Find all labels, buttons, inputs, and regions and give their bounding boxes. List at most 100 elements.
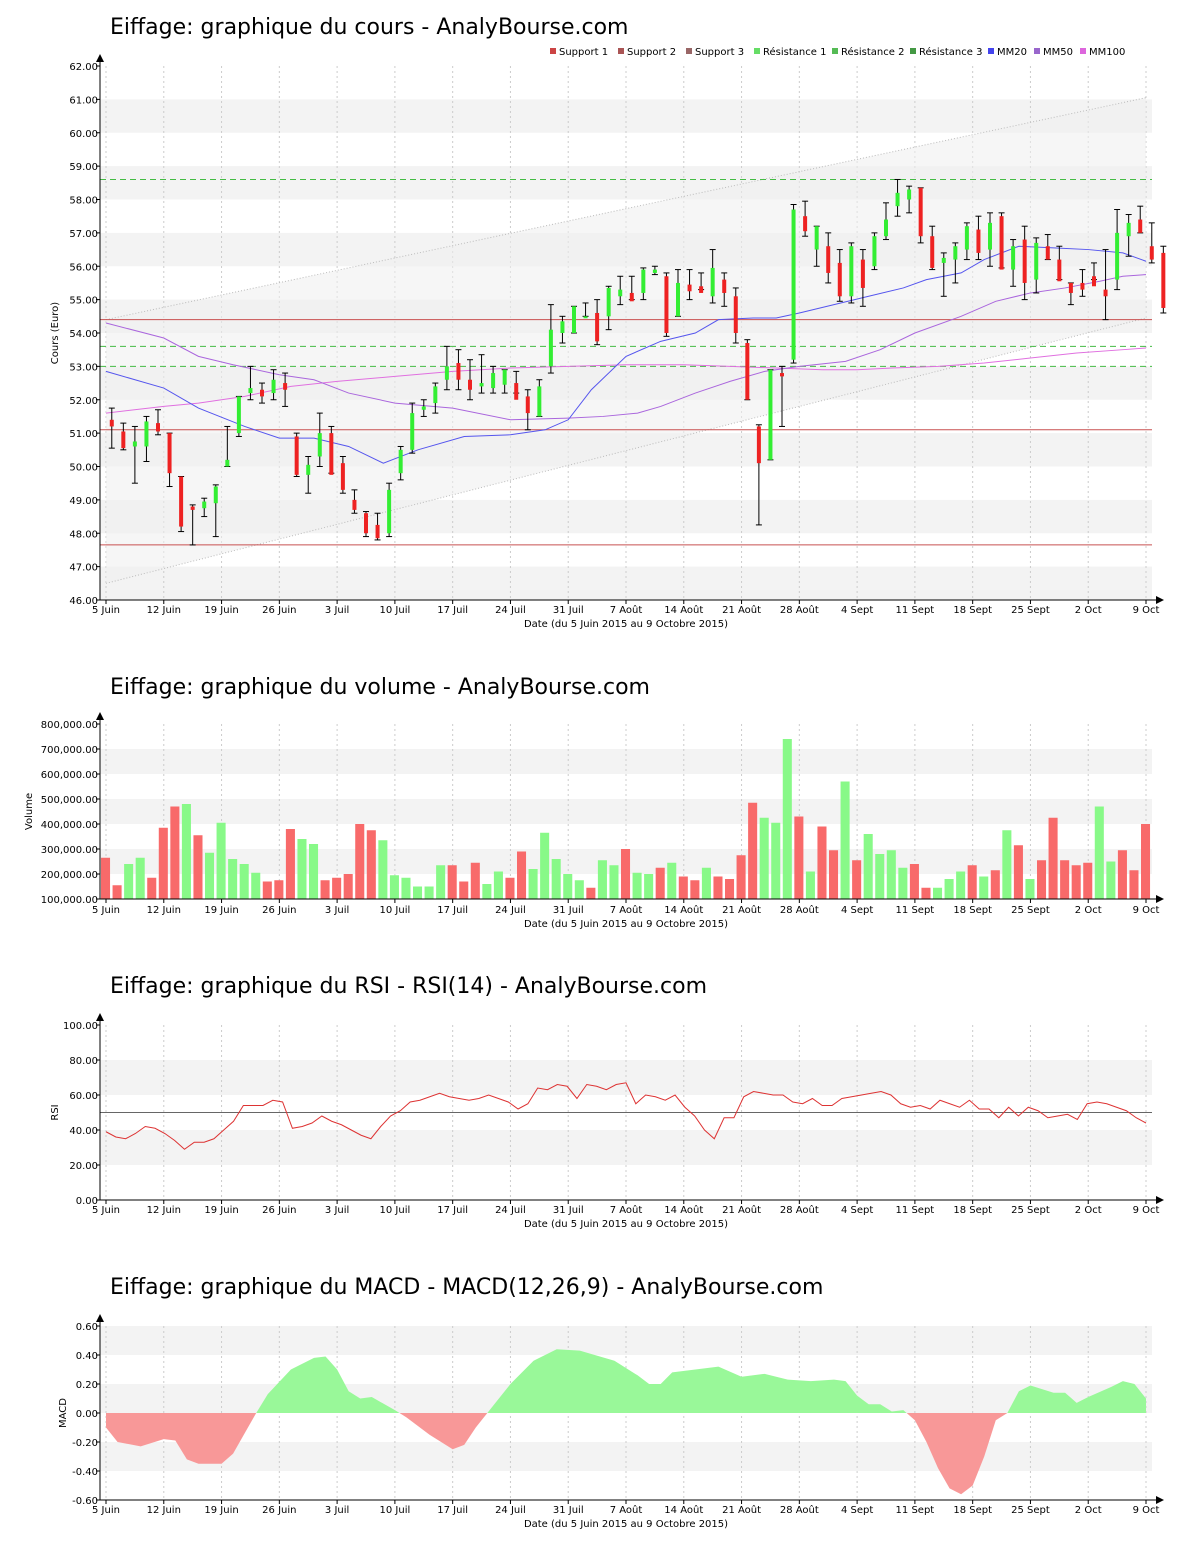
y-tick-label: 52.00	[69, 396, 98, 407]
x-tick-label: 26 Juin	[262, 905, 296, 916]
volume-bar	[621, 849, 631, 899]
candle-body	[595, 312, 600, 342]
panel-macd: Eiffage: graphique du MACD - MACD(12,26,…	[58, 1275, 1164, 1530]
volume-bar	[1129, 870, 1139, 899]
volume-bar	[205, 852, 215, 899]
y-tick-label: 0.00	[76, 1196, 98, 1207]
volume-bar	[609, 865, 619, 899]
candle	[917, 187, 924, 244]
y-axis-label: RSI	[50, 1104, 61, 1120]
legend-label: Support 1	[559, 47, 608, 58]
legend-swatch	[1034, 48, 1040, 54]
candle	[651, 265, 658, 276]
y-axis-arrow	[96, 1013, 104, 1021]
candle	[1102, 249, 1109, 321]
volume-bar	[239, 864, 249, 899]
candle	[328, 425, 335, 475]
candle-body	[1161, 252, 1166, 308]
panel-volume: Eiffage: graphique du volume - AnalyBour…	[24, 675, 1164, 930]
volume-bar	[147, 877, 157, 899]
candle	[1044, 234, 1051, 261]
candle-body	[560, 321, 565, 333]
candle-body	[699, 286, 704, 293]
volume-bar	[690, 880, 700, 899]
candle-body	[687, 284, 692, 292]
candle	[178, 476, 185, 533]
x-tick-label: 25 Sept	[1011, 1205, 1050, 1216]
x-tick-label: 17 Juil	[437, 905, 468, 916]
legend-swatch	[686, 48, 692, 54]
volume-bar	[320, 880, 330, 899]
y-tick-label: 58.00	[69, 196, 98, 207]
rsi-line	[105, 1082, 1147, 1150]
volume-bar	[956, 871, 966, 899]
candle-body	[306, 464, 311, 475]
legend-label: Support 3	[695, 47, 744, 58]
volume-bar	[782, 739, 792, 899]
x-tick-label: 24 Juil	[495, 1505, 526, 1516]
candle	[906, 185, 913, 214]
candle-body	[167, 433, 172, 474]
panel-price: Eiffage: graphique du cours - AnalyBours…	[50, 15, 1167, 630]
x-axis-label: Date (du 5 Juin 2015 au 9 Octobre 2015)	[524, 619, 728, 630]
y-tick-label: 300,000.00	[41, 845, 98, 856]
candle-body	[745, 343, 750, 400]
candle-body	[352, 499, 357, 510]
candle	[212, 484, 219, 538]
x-tick-label: 25 Sept	[1011, 905, 1050, 916]
x-tick-label: 11 Sept	[896, 1505, 935, 1516]
y-tick-label: 51.00	[69, 429, 98, 440]
candle	[201, 497, 208, 518]
candle-body	[213, 486, 218, 504]
x-axis-arrow	[1156, 596, 1164, 604]
x-tick-label: 4 Sept	[841, 905, 873, 916]
candle-body	[1149, 246, 1154, 260]
x-tick-label: 26 Juin	[262, 1205, 296, 1216]
y-tick-label: 20.00	[69, 1161, 98, 1172]
x-tick-label: 19 Juin	[204, 1505, 238, 1516]
candle-body	[884, 219, 888, 237]
candle	[721, 272, 728, 307]
volume-bar	[135, 857, 145, 899]
y-tick-label: 49.00	[69, 496, 98, 507]
candle-body	[225, 459, 230, 467]
x-axis-arrow	[1156, 1196, 1164, 1204]
volume-bar	[309, 844, 319, 899]
candle	[883, 202, 889, 241]
y-tick-label: 55.00	[69, 296, 98, 307]
volume-bar	[725, 879, 735, 899]
volume-bar	[1025, 879, 1035, 899]
volume-bar	[1013, 845, 1023, 899]
candle	[420, 399, 427, 417]
volume-bar	[424, 886, 434, 899]
volume-bar	[401, 877, 411, 899]
candle-body	[1092, 276, 1096, 287]
candle	[628, 275, 635, 302]
x-tick-label: 19 Juin	[204, 1205, 238, 1216]
x-tick-label: 31 Juil	[553, 1205, 584, 1216]
candle	[929, 225, 936, 271]
volume-bar	[413, 886, 423, 899]
y-axis-arrow	[96, 1314, 104, 1322]
x-tick-label: 25 Sept	[1011, 1505, 1050, 1516]
volume-bar	[170, 806, 180, 899]
volume-bar	[1002, 830, 1012, 899]
candle-body	[525, 396, 530, 414]
volume-bar	[909, 864, 919, 899]
y-tick-label: 57.00	[69, 229, 98, 240]
volume-bar	[274, 880, 284, 899]
candle-body	[456, 363, 461, 380]
y-tick-label: 46.00	[69, 596, 98, 607]
x-tick-label: 10 Juil	[380, 1205, 411, 1216]
candle	[1137, 205, 1144, 234]
x-tick-label: 12 Juin	[147, 605, 181, 616]
x-tick-label: 12 Juin	[147, 905, 181, 916]
y-tick-label: 0.20	[76, 1380, 98, 1391]
x-axis-arrow	[1156, 1496, 1164, 1504]
candle	[247, 365, 254, 401]
volume-bar	[840, 781, 850, 899]
x-tick-label: 31 Juil	[553, 905, 584, 916]
y-tick-label: -0.60	[72, 1496, 98, 1507]
volume-bar	[251, 872, 261, 899]
x-tick-label: 28 Août	[780, 604, 819, 616]
